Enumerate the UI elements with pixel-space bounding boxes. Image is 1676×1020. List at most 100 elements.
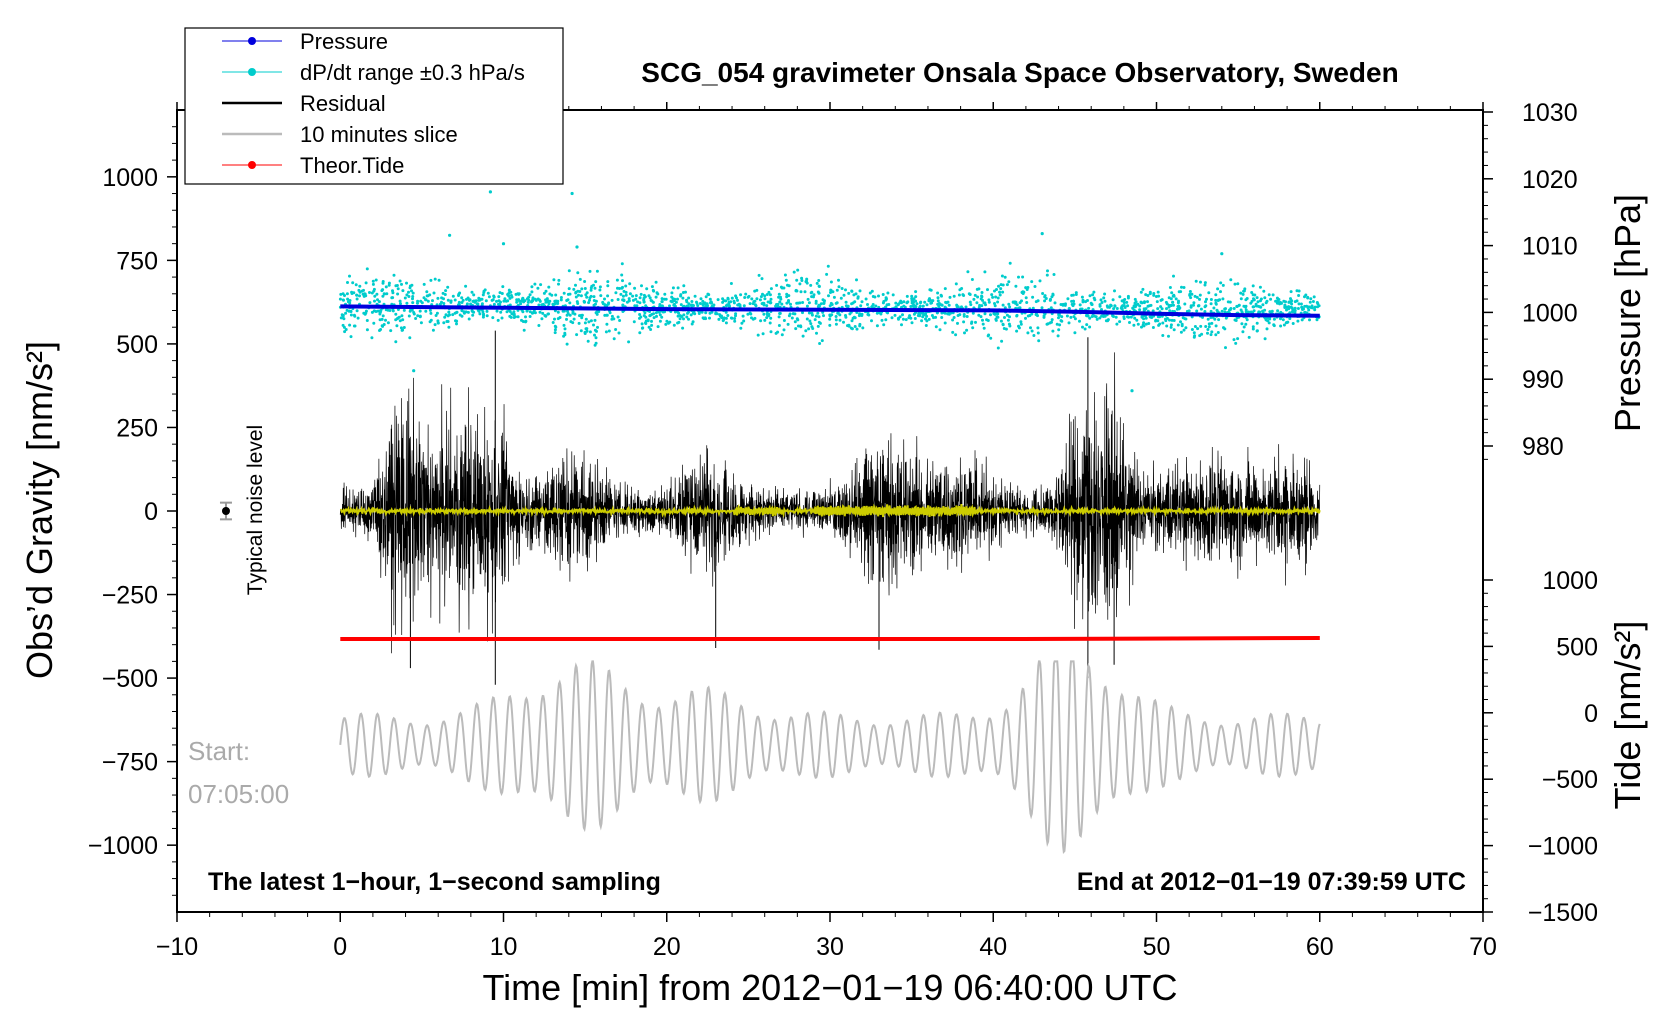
dpdt-point [638, 296, 642, 300]
dpdt-point [517, 298, 521, 302]
dpdt-point [1098, 316, 1102, 320]
dpdt-point [551, 302, 555, 306]
dpdt-point [1279, 324, 1283, 328]
dpdt-point [704, 295, 708, 299]
dpdt-point [1181, 316, 1185, 320]
dpdt-point [638, 316, 641, 320]
dpdt-point [433, 323, 437, 327]
dpdt-point [654, 295, 658, 299]
x-tick-label: 60 [1306, 933, 1334, 961]
dpdt-point [996, 296, 1000, 300]
dpdt-point [763, 294, 767, 298]
dpdt-point [1177, 290, 1181, 294]
dpdt-point [579, 294, 583, 298]
dpdt-point [1144, 316, 1148, 320]
dpdt-point [1105, 304, 1109, 308]
dpdt-point [396, 292, 400, 296]
dpdt-point [578, 314, 581, 318]
dpdt-point [593, 286, 597, 290]
dpdt-point [1066, 297, 1070, 301]
dpdt-point [735, 296, 738, 300]
dpdt-point [405, 281, 408, 285]
dpdt-point [854, 292, 858, 296]
dpdt-point [1102, 296, 1106, 300]
dpdt-point [724, 316, 728, 320]
dpdt-point [1051, 293, 1055, 297]
dpdt-point [1192, 301, 1196, 305]
dpdt-point [610, 298, 614, 302]
dpdt-point [628, 292, 632, 296]
dpdt-point [1210, 321, 1214, 325]
dpdt-point [1031, 306, 1035, 310]
dpdt-point [1030, 312, 1034, 316]
dpdt-outlier [1220, 252, 1224, 256]
dpdt-point [530, 299, 534, 303]
dpdt-point [831, 290, 835, 294]
dpdt-point [658, 319, 662, 323]
dpdt-point [999, 319, 1003, 323]
dpdt-point [987, 300, 991, 304]
dpdt-point [839, 296, 843, 300]
dpdt-point [348, 299, 352, 302]
dpdt-point [378, 329, 381, 332]
dpdt-point [803, 290, 807, 294]
dpdt-point [583, 300, 587, 304]
dpdt-point [1271, 293, 1275, 297]
dpdt-point [835, 288, 839, 292]
ten-minute-slice-line [339, 660, 1321, 855]
dpdt-point [921, 315, 925, 319]
dpdt-point [670, 300, 674, 304]
dpdt-point [1007, 302, 1011, 306]
dpdt-point [443, 315, 447, 319]
dpdt-point [628, 282, 632, 286]
legend-label: Pressure [300, 29, 388, 54]
dpdt-point [606, 280, 610, 284]
dpdt-point [350, 290, 354, 294]
dpdt-point [1292, 309, 1295, 313]
dpdt-point [667, 321, 670, 325]
dpdt-point [595, 269, 599, 273]
dpdt-point [980, 295, 984, 299]
dpdt-point [455, 319, 459, 323]
dpdt-point [682, 304, 686, 308]
dpdt-point [588, 269, 592, 273]
dpdt-point [1297, 294, 1301, 297]
dpdt-point [1083, 327, 1087, 331]
dpdt-point [1123, 298, 1127, 301]
dpdt-point [519, 302, 523, 306]
dpdt-point [938, 328, 942, 332]
dpdt-point [1244, 322, 1248, 326]
dpdt-point [1142, 324, 1146, 328]
dpdt-point [1138, 308, 1142, 312]
dpdt-point [457, 300, 461, 304]
dpdt-point [987, 298, 991, 302]
dpdt-point [562, 334, 566, 338]
dpdt-point [1021, 275, 1025, 279]
dpdt-point [449, 299, 453, 303]
dpdt-point [1263, 296, 1267, 300]
dpdt-point [799, 324, 803, 328]
dpdt-point [708, 316, 711, 320]
dpdt-point [1036, 314, 1039, 318]
dpdt-point [525, 309, 529, 313]
dpdt-point [921, 304, 925, 308]
dpdt-point [1224, 316, 1228, 320]
dpdt-point [583, 287, 587, 290]
dpdt-point [782, 328, 786, 332]
dpdt-point [769, 330, 773, 334]
dpdt-point [481, 293, 485, 297]
dpdt-point [1004, 327, 1008, 331]
dpdt-point [594, 336, 598, 340]
dpdt-point [1001, 290, 1005, 294]
dpdt-point [709, 300, 713, 304]
dpdt-point [670, 291, 674, 295]
dpdt-point [556, 310, 560, 314]
dpdt-point [1209, 298, 1213, 301]
dpdt-point [432, 291, 436, 295]
dpdt-point [691, 311, 695, 315]
dpdt-point [918, 304, 922, 308]
dpdt-point [647, 294, 651, 298]
dpdt-point [546, 299, 550, 303]
dpdt-point [875, 311, 879, 315]
dpdt-point [1049, 306, 1053, 310]
